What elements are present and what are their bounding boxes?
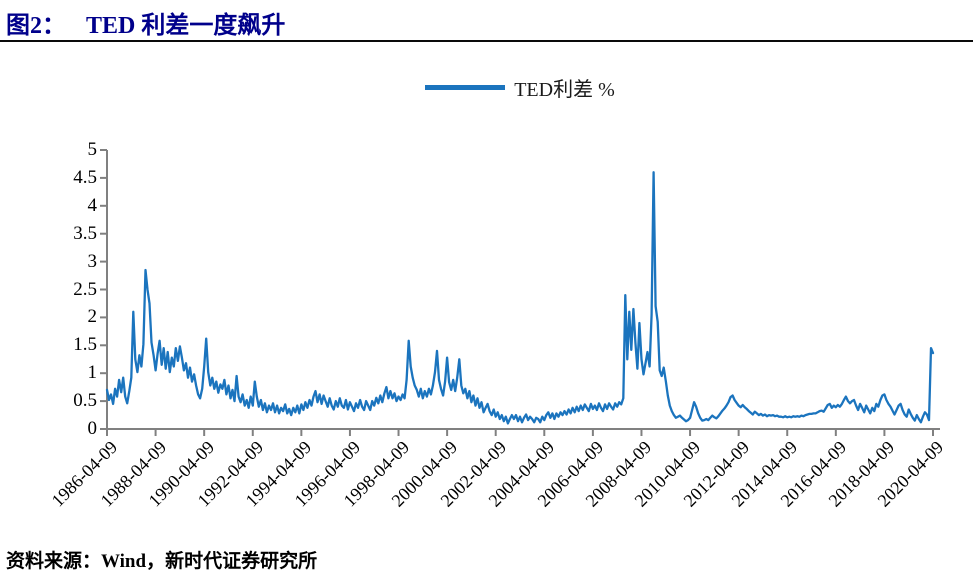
figure-number: 图2：: [6, 13, 66, 39]
axis-lines: [106, 150, 940, 430]
chart-legend: TED利差 %: [107, 74, 933, 101]
legend-label: TED利差 %: [514, 78, 615, 101]
figure-title-text: TED 利差一度飙升: [86, 13, 286, 39]
figure-title: 图2： TED 利差一度飙升: [6, 5, 285, 40]
title-divider: [0, 40, 973, 42]
legend-line-swatch: [425, 84, 506, 90]
source-note: 资料来源：Wind，新时代证券研究所: [6, 551, 318, 572]
ted-spread-series-line: [105, 171, 935, 425]
